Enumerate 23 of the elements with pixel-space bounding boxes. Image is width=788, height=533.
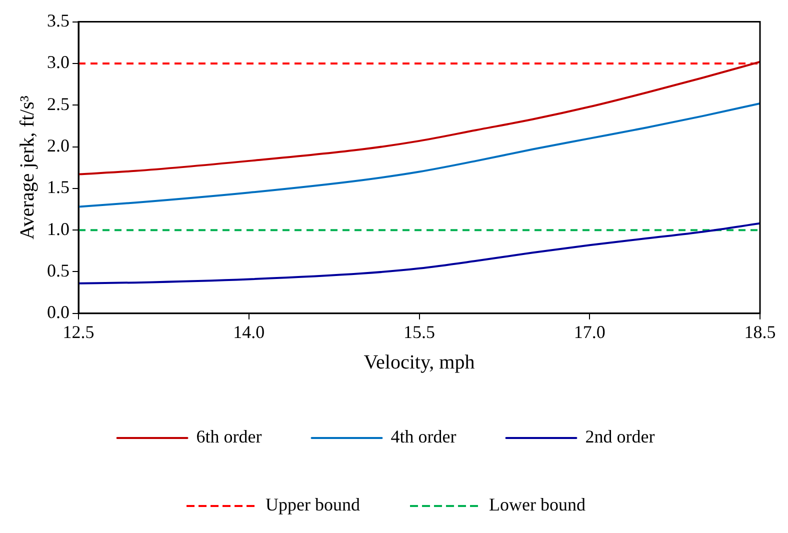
- x-tick-label: 18.5: [744, 322, 776, 342]
- y-tick-label: 0.5: [47, 260, 70, 280]
- legend-label: 6th order: [196, 426, 262, 447]
- y-tick-label: 1.0: [47, 218, 70, 239]
- y-tick-label: 3.0: [47, 52, 70, 72]
- y-tick-label: 0.0: [47, 302, 70, 322]
- x-tick-label: 12.5: [62, 322, 94, 342]
- y-axis-title: Average jerk, ft/s³: [16, 96, 38, 240]
- x-tick-label: 17.0: [574, 322, 606, 342]
- line-series: [78, 60, 760, 176]
- legend-label: 4th order: [390, 426, 456, 447]
- x-tick-label: 15.5: [404, 322, 435, 342]
- legend-label: Lower bound: [489, 494, 586, 515]
- line-series: [78, 222, 760, 284]
- legend-label: 2nd order: [585, 426, 655, 447]
- x-tick-label: 14.0: [233, 322, 265, 342]
- x-axis-title: Velocity, mph: [364, 351, 475, 374]
- y-tick-label: 2.5: [47, 94, 70, 114]
- y-tick-label: 1.5: [47, 177, 70, 198]
- line-series: [78, 102, 760, 208]
- legend-label: Upper bound: [266, 494, 360, 515]
- y-tick-label: 2.0: [47, 136, 70, 156]
- y-tick-label: 3.5: [47, 10, 70, 31]
